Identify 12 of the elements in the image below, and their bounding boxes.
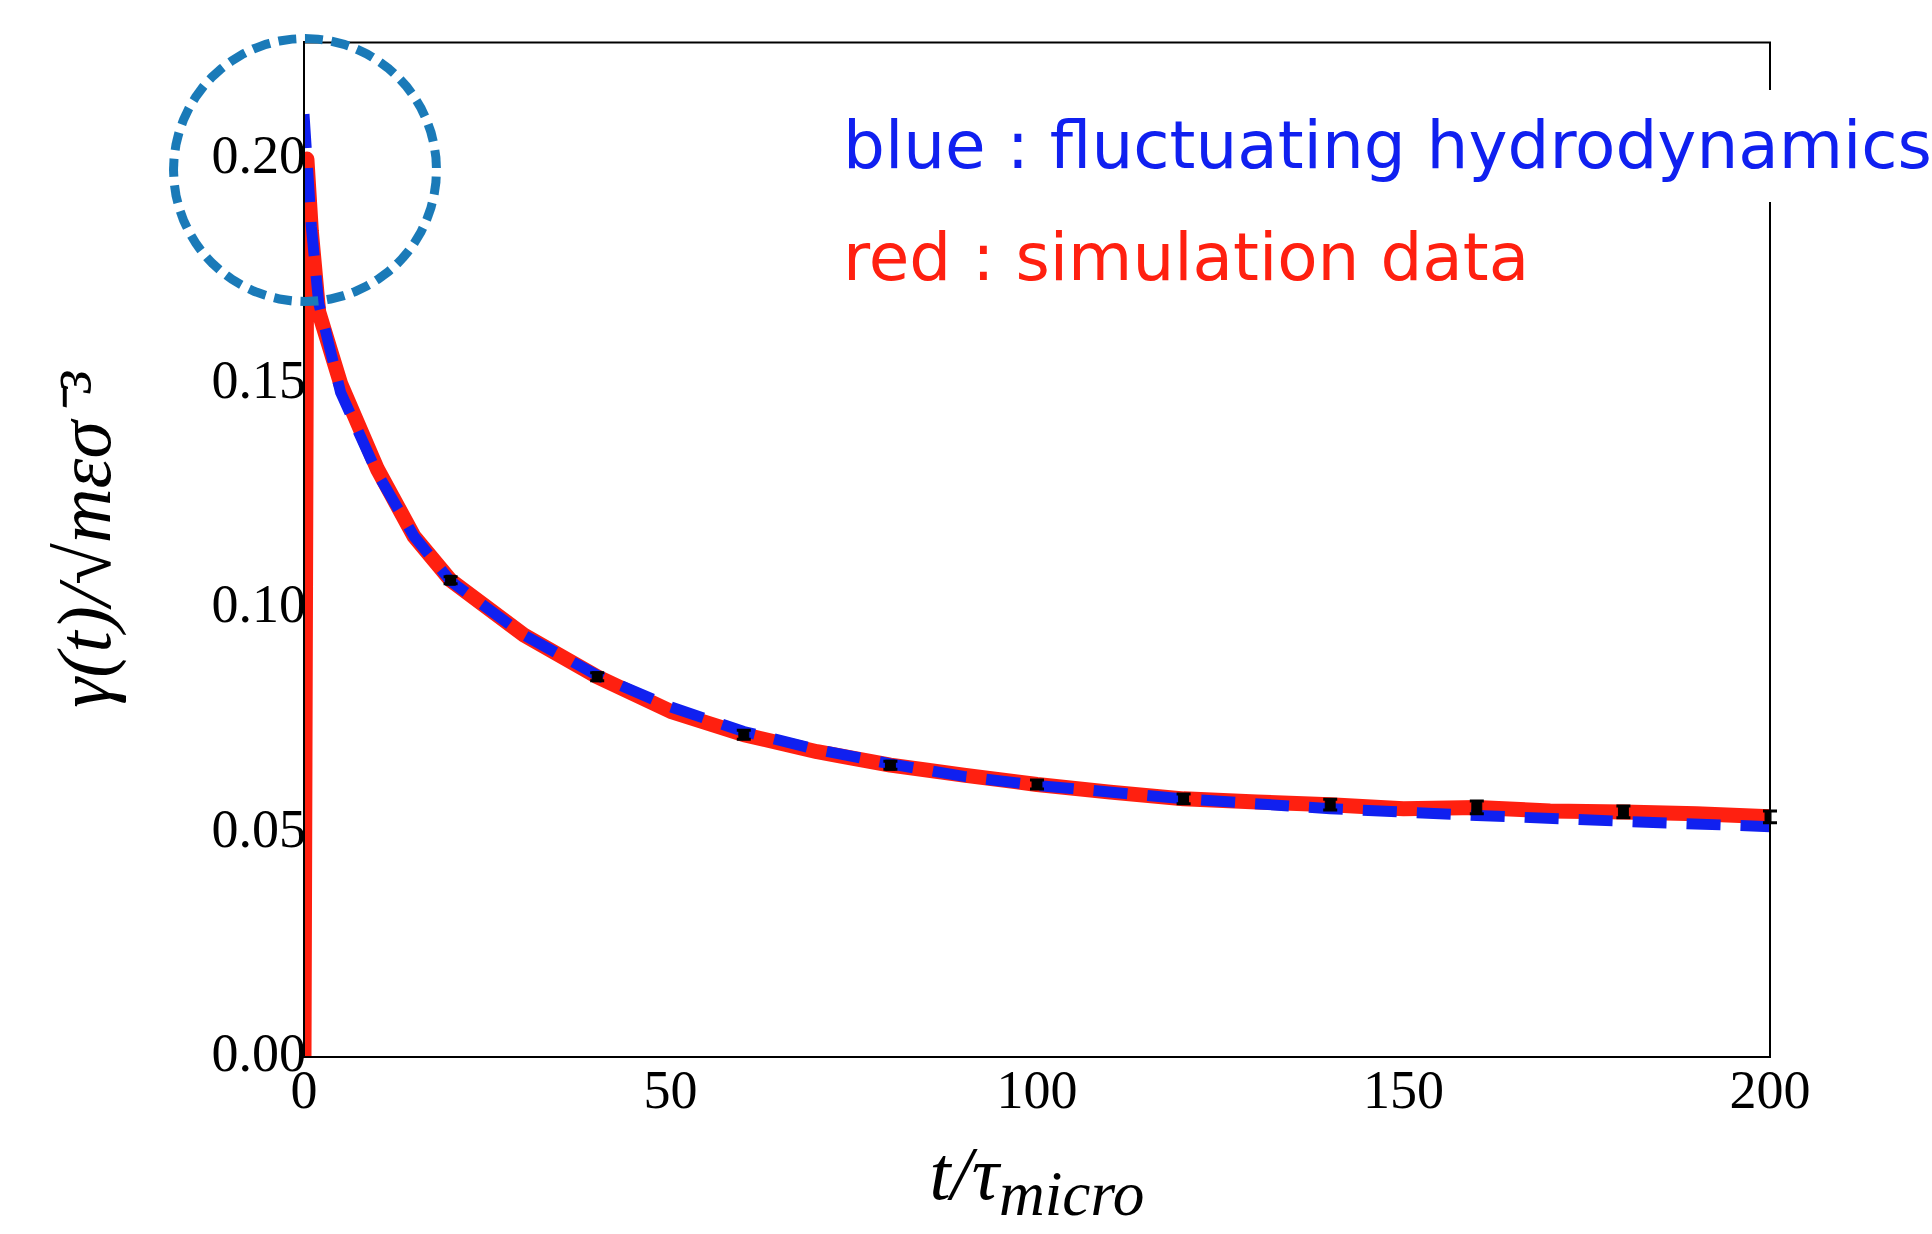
y-tick-label: 0.15 xyxy=(211,349,306,410)
x-tick-label: 150 xyxy=(1363,1060,1444,1121)
text: blue : fluctuating hydrodynamics xyxy=(843,90,1932,202)
text: red : simulation data xyxy=(843,202,1530,314)
y-axis-title: γ(t)/√mεσ⁻³ xyxy=(40,371,127,708)
x-tick-label: 200 xyxy=(1729,1060,1811,1121)
x-tick-label: 50 xyxy=(643,1060,698,1121)
x-tick-label: 100 xyxy=(996,1060,1078,1121)
y-tick-label: 0.10 xyxy=(211,574,306,635)
y-tick-label: 0.20 xyxy=(211,125,306,186)
y-tick-label: 0.05 xyxy=(211,798,306,859)
x-axis-title: t/τ$_{micro}$ xyxy=(929,1130,1145,1232)
